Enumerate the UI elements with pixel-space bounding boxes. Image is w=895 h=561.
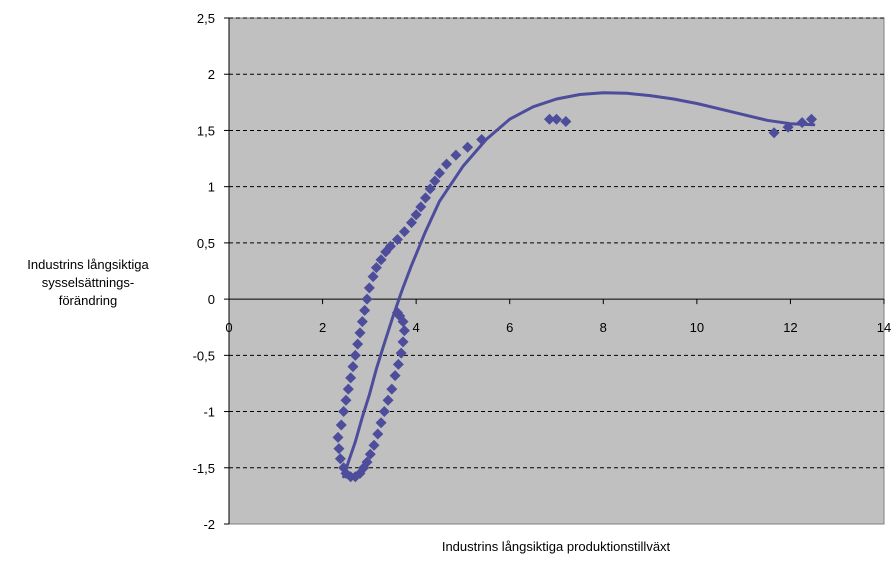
data-point — [338, 462, 350, 474]
y-tick-label: -0,5 — [193, 348, 215, 363]
data-point — [349, 349, 361, 361]
y-tick-label: 1,5 — [197, 123, 215, 138]
data-point — [378, 406, 390, 418]
data-point — [359, 304, 371, 316]
trendline-path — [342, 91, 816, 479]
data-point — [364, 448, 376, 460]
data-point — [782, 121, 794, 133]
data-point — [560, 115, 572, 127]
x-tick-label: 4 — [413, 320, 420, 335]
data-point — [356, 316, 368, 328]
y-axis-title-line: förändring — [59, 293, 118, 308]
data-point — [334, 453, 346, 465]
data-point — [375, 417, 387, 429]
data-point — [395, 347, 407, 359]
y-axis-title-line: sysselsättnings- — [42, 275, 134, 290]
data-point — [415, 201, 427, 213]
data-point — [333, 443, 345, 455]
data-point — [367, 271, 379, 283]
data-points — [332, 113, 817, 483]
data-point — [347, 361, 359, 373]
y-tick-label: -2 — [203, 517, 215, 532]
data-point — [386, 383, 398, 395]
data-point — [361, 293, 373, 305]
data-point — [372, 428, 384, 440]
data-point — [450, 149, 462, 161]
data-point — [392, 358, 404, 370]
data-point — [796, 117, 808, 129]
data-point — [420, 192, 431, 204]
data-point — [768, 127, 780, 139]
data-point — [476, 133, 488, 145]
data-point — [375, 254, 387, 266]
data-point — [398, 226, 410, 238]
data-point — [389, 370, 401, 382]
data-point — [405, 217, 417, 229]
data-point — [410, 209, 422, 221]
y-tick-label: 0,5 — [197, 236, 215, 251]
data-point — [332, 431, 344, 443]
y-tick-label: 2 — [208, 67, 215, 82]
trendline — [342, 91, 816, 479]
data-point — [398, 325, 410, 337]
data-point — [397, 336, 409, 348]
data-point — [429, 175, 441, 187]
data-point — [368, 439, 380, 451]
y-tick-label: 1 — [208, 180, 215, 195]
plot-area — [228, 17, 885, 525]
data-point — [441, 158, 453, 170]
y-axis-title: Industrins långsiktiga sysselsättnings-fö… — [27, 257, 149, 308]
data-point — [342, 383, 354, 395]
y-tick-label: 2,5 — [197, 11, 215, 26]
y-axis-title-line: Industrins långsiktiga — [27, 257, 149, 272]
data-point — [382, 394, 394, 406]
data-point — [424, 183, 436, 195]
data-point — [352, 338, 364, 350]
x-tick-label: 8 — [600, 320, 607, 335]
y-tick-label: 0 — [208, 292, 215, 307]
x-tick-label: 12 — [783, 320, 797, 335]
x-tick-label: 2 — [319, 320, 326, 335]
data-point — [434, 167, 446, 179]
data-point — [345, 372, 357, 384]
data-point — [338, 406, 350, 418]
y-tick-label: -1,5 — [193, 461, 215, 476]
data-point — [551, 113, 562, 125]
data-point — [397, 316, 409, 328]
data-point — [543, 113, 555, 125]
data-point — [462, 141, 474, 153]
data-point — [370, 262, 382, 274]
data-point — [384, 240, 396, 252]
data-point — [340, 394, 352, 406]
x-tick-label: 10 — [690, 320, 704, 335]
y-axis: 2,5 2 1,5 1 0,5 0 -0,5 -1 -1,5 -2 — [193, 11, 230, 532]
x-axis-title: Industrins långsiktiga produktionstillvä… — [442, 539, 671, 554]
data-point — [363, 282, 375, 294]
data-point — [335, 419, 347, 431]
data-point — [391, 234, 403, 246]
x-tick-label: 14 — [877, 320, 891, 335]
y-tick-label: -1 — [203, 405, 215, 420]
data-point — [354, 327, 366, 339]
x-tick-label: 6 — [506, 320, 513, 335]
data-point — [805, 113, 817, 125]
